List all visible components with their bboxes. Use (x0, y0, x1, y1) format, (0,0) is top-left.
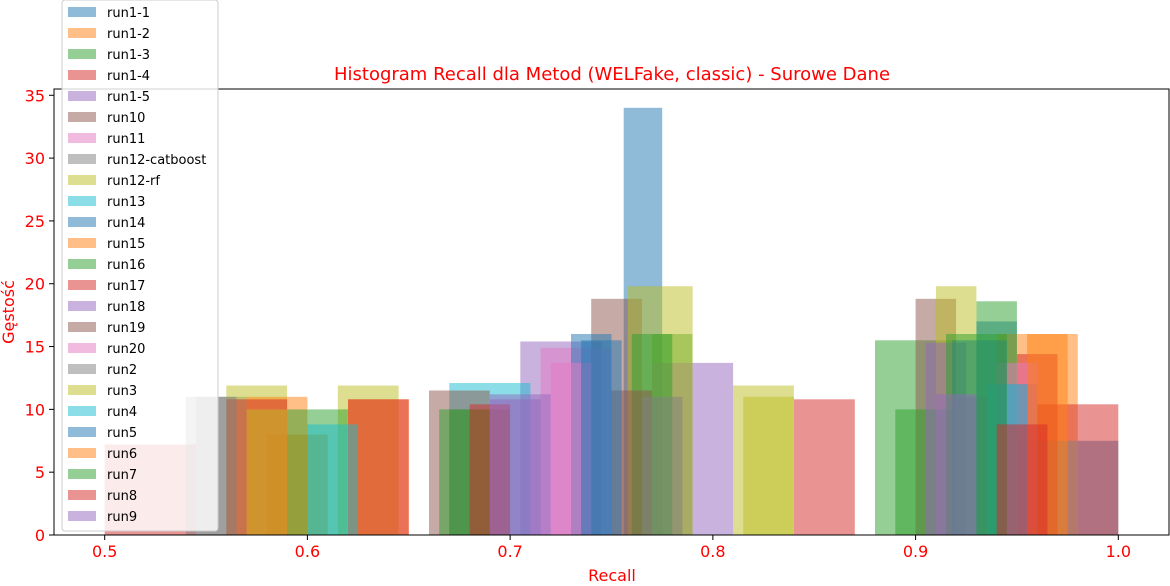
legend-label-run8: run8 (107, 489, 137, 504)
legend-label-run11: run11 (107, 132, 145, 147)
bar-run9-0 (489, 399, 541, 535)
y-tick-label: 30 (25, 149, 45, 168)
legend-swatch-run17 (68, 280, 96, 290)
legend-swatch-run7 (68, 469, 96, 479)
x-tick-label: 0.6 (295, 542, 320, 561)
legend-swatch-run13 (68, 196, 96, 206)
legend-label-run3: run3 (107, 384, 137, 399)
plot-frame (53, 88, 1170, 536)
legend-swatch-run14 (68, 217, 96, 227)
legend-label-run10: run10 (107, 111, 145, 126)
legend-label-run1-2: run1-2 (107, 27, 150, 42)
y-axis: 0 5 10 15 20 25 30 35 (25, 86, 54, 545)
legend: run1-1 run1-2 run1-3 run1-4 run1-5 run10 run11… (61, 0, 219, 532)
legend-label-run1-3: run1-3 (107, 48, 150, 63)
legend-swatch-run19 (68, 322, 96, 332)
y-tick-label: 5 (35, 463, 45, 482)
legend-label-run20: run20 (107, 342, 145, 357)
bar-run8-1 (996, 424, 1048, 535)
x-tick-label: 0.7 (497, 542, 522, 561)
legend-swatch-run12-catboost (68, 154, 96, 164)
bar-run5-0 (581, 340, 622, 535)
y-tick-label: 20 (25, 275, 45, 294)
legend-swatch-run5 (68, 427, 96, 437)
y-tick-label: 25 (25, 212, 45, 231)
legend-box (61, 0, 219, 532)
legend-label-run17: run17 (107, 279, 145, 294)
bar-run4-0 (307, 424, 359, 535)
legend-swatch-run11 (68, 133, 96, 143)
legend-swatch-run1-3 (68, 49, 96, 59)
x-axis: 0.5 0.6 0.7 0.8 0.9 1.0 (92, 535, 1131, 561)
legend-swatch-run1-5 (68, 91, 96, 101)
x-tick-label: 0.9 (903, 542, 928, 561)
legend-swatch-run12-rf (68, 175, 96, 185)
legend-label-run1-1: run1-1 (107, 6, 150, 21)
legend-label-run13: run13 (107, 195, 145, 210)
legend-label-run12-catboost: run12-catboost (107, 153, 206, 168)
legend-label-run2: run2 (107, 363, 137, 378)
legend-swatch-run9 (68, 511, 96, 521)
y-axis-title: Gęstość (0, 280, 18, 344)
bar-run3-0 (743, 396, 794, 535)
legend-swatch-run1-2 (68, 28, 96, 38)
bar-run17-1 (348, 399, 409, 535)
legend-swatch-run10 (68, 112, 96, 122)
bar-run2-2 (641, 396, 683, 535)
y-tick-label: 10 (25, 400, 45, 419)
x-axis-title: Recall (588, 566, 636, 585)
bar-run9-1 (935, 394, 977, 535)
legend-label-run5: run5 (107, 426, 137, 441)
legend-swatch-run18 (68, 301, 96, 311)
legend-label-run12-rf: run12-rf (107, 174, 160, 189)
x-tick-label: 0.8 (700, 542, 725, 561)
legend-swatch-run15 (68, 238, 96, 248)
legend-label-run1-4: run1-4 (107, 69, 150, 84)
x-tick-label: 1.0 (1106, 542, 1131, 561)
legend-swatch-run2 (68, 364, 96, 374)
legend-swatch-run16 (68, 259, 96, 269)
legend-label-run18: run18 (107, 300, 145, 315)
legend-swatch-run6 (68, 448, 96, 458)
x-tick-label: 0.5 (92, 542, 117, 561)
chart-title: Histogram Recall dla Metod (WELFake, cla… (334, 64, 890, 85)
legend-label-run1-5: run1-5 (107, 90, 150, 105)
legend-label-run6: run6 (107, 447, 137, 462)
legend-label-run16: run16 (107, 258, 145, 273)
legend-label-run7: run7 (107, 468, 137, 483)
legend-swatch-run20 (68, 343, 96, 353)
legend-swatch-run8 (68, 490, 96, 500)
bar-run3-1 (246, 409, 288, 535)
legend-swatch-run1-1 (68, 7, 96, 17)
legend-label-run9: run9 (107, 510, 137, 525)
legend-swatch-run3 (68, 385, 96, 395)
y-tick-label: 35 (25, 86, 45, 105)
legend-label-run15: run15 (107, 237, 145, 252)
legend-label-run14: run14 (107, 216, 145, 231)
bar-run17-2 (794, 399, 855, 535)
y-tick-label: 15 (25, 338, 45, 357)
y-tick-label: 0 (35, 526, 45, 545)
legend-swatch-run1-4 (68, 70, 96, 80)
legend-label-run19: run19 (107, 321, 145, 336)
legend-label-run4: run4 (107, 405, 137, 420)
legend-swatch-run4 (68, 406, 96, 416)
bars-layer (104, 107, 1119, 536)
